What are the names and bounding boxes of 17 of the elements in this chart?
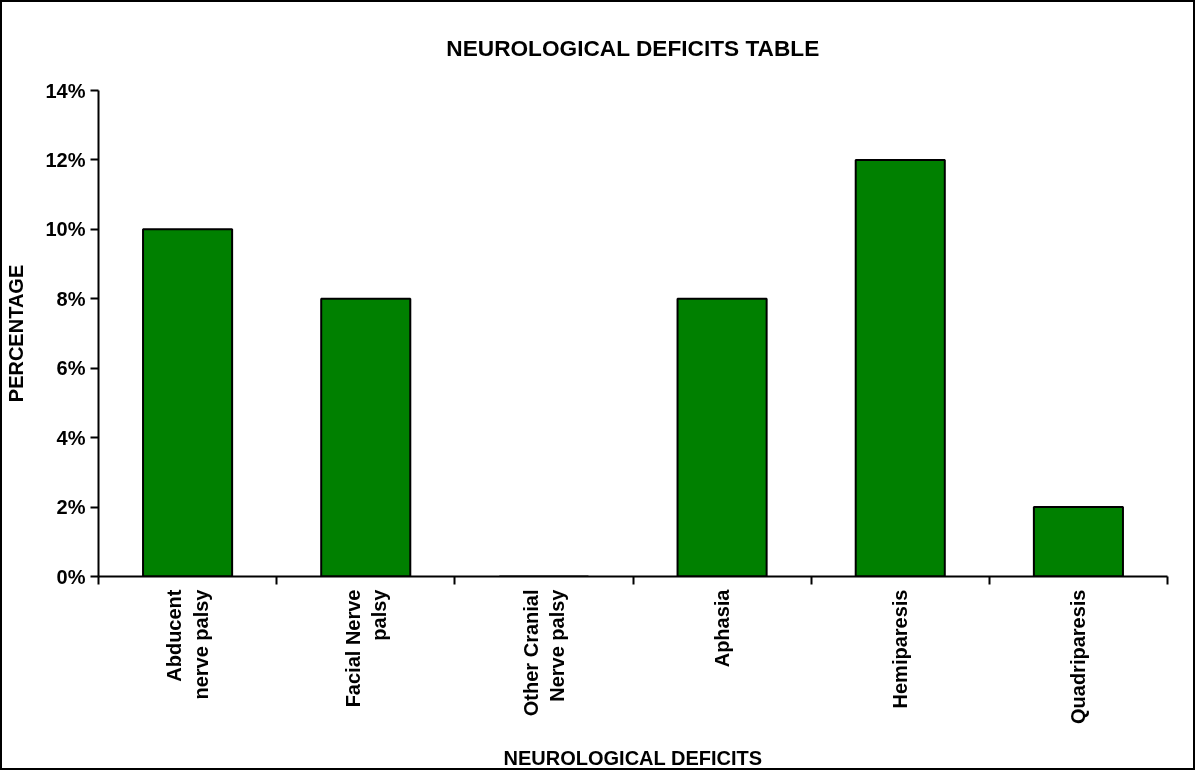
y-tick-label: 8%: [56, 287, 86, 310]
x-tick-label: Quadriparesis: [1067, 589, 1090, 724]
x-tick-label: Other Cranial Nerve palsy: [519, 588, 569, 717]
y-tick-label: 0%: [56, 565, 86, 588]
x-tick-label: Abducent nerve palsy: [163, 588, 212, 700]
y-axis-title: PERCENTAGE: [5, 264, 28, 403]
x-tick-label: Facial Nerve palsy: [341, 588, 390, 708]
y-tick-label: 4%: [56, 426, 86, 449]
y-tick-label: 12%: [45, 148, 86, 171]
chart-title: NEUROLOGICAL DEFICITS TABLE: [446, 34, 820, 61]
y-tick-label: 10%: [45, 218, 86, 241]
x-tick-label: Aphasia: [711, 588, 734, 668]
y-tick-label: 14%: [45, 79, 86, 102]
x-axis-title: NEUROLOGICAL DEFICITS: [503, 747, 763, 769]
x-tick-label: Hemiparesis: [889, 589, 912, 709]
y-tick-label: 6%: [56, 357, 86, 380]
y-tick-label: 2%: [56, 496, 86, 519]
